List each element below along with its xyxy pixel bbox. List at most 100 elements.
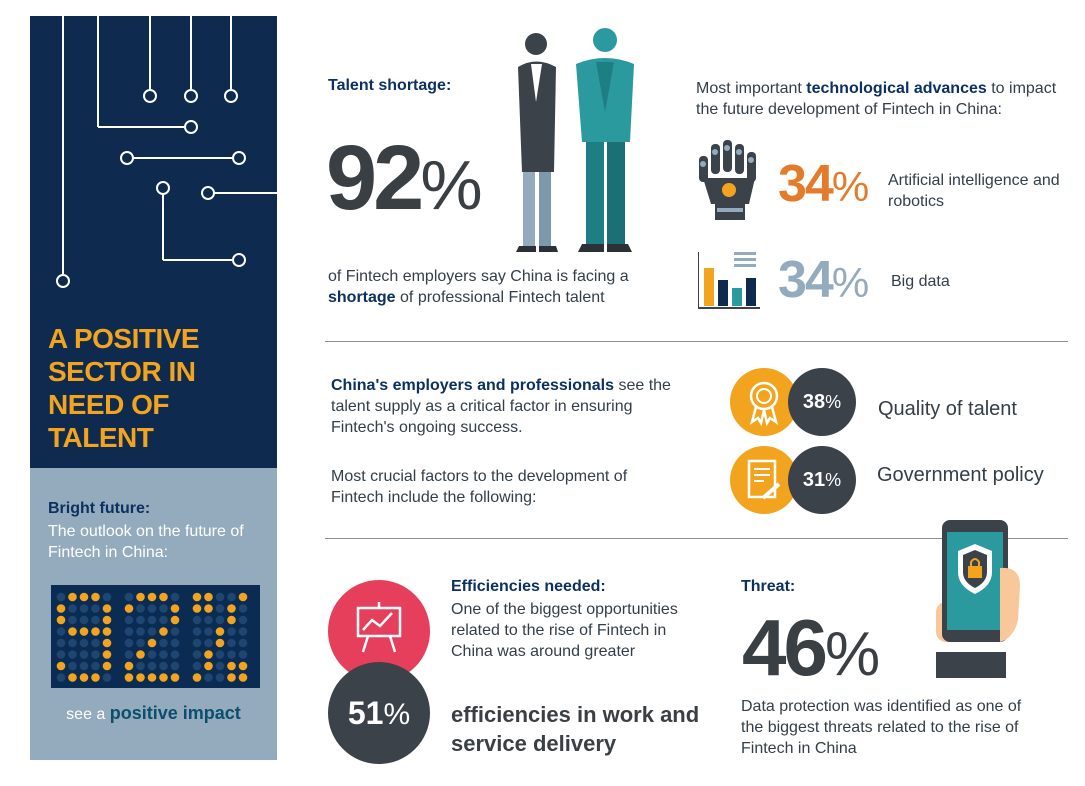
led-dot <box>147 615 157 625</box>
led-dot <box>192 650 202 659</box>
led-display <box>51 585 260 688</box>
tech-intro-before: Most important <box>696 80 802 97</box>
led-dot <box>238 638 248 648</box>
tech-intro-keyword: technological advances <box>806 80 987 97</box>
led-dot <box>68 604 77 613</box>
led-dot <box>79 615 89 625</box>
led-dot <box>192 673 202 682</box>
led-dot <box>124 615 134 625</box>
led-dot <box>159 650 168 659</box>
led-dot <box>136 661 145 671</box>
impact-line: see a positive impact <box>30 703 277 724</box>
led-dot <box>170 661 180 671</box>
led-dot <box>192 627 202 636</box>
section-divider <box>325 341 1068 342</box>
led-dot <box>124 650 134 659</box>
factors-intro: China's employers and professionals see … <box>331 375 691 438</box>
quality-number: 38 <box>802 391 826 413</box>
led-dot <box>204 615 213 625</box>
factors-intro-2: Most crucial factors to the development … <box>331 468 628 506</box>
led-dot <box>204 673 213 682</box>
tech-bigdata-percentage: 34% <box>778 254 869 306</box>
led-dot <box>215 650 225 659</box>
policy-label: Government policy <box>877 464 1044 486</box>
threat-text: Data protection was identified as one of… <box>741 698 1022 757</box>
tech-ai-label: Artificial intelligence and robotics <box>888 172 1060 210</box>
led-dot <box>204 650 213 659</box>
led-dot <box>215 592 225 602</box>
led-dot <box>79 661 89 671</box>
led-dot <box>227 650 236 659</box>
led-dot <box>147 650 157 659</box>
led-dot <box>91 661 100 671</box>
led-dot <box>159 592 168 602</box>
section-divider <box>325 538 1068 539</box>
led-dot <box>147 592 157 602</box>
led-dot <box>147 673 157 682</box>
talent-keyword: shortage <box>328 289 396 306</box>
led-dot <box>136 604 145 613</box>
led-dot <box>91 627 100 636</box>
threat-title: Threat: <box>741 578 796 595</box>
talent-percentage: 92% <box>326 132 483 224</box>
led-dot <box>124 638 134 648</box>
led-dot <box>215 638 225 648</box>
led-dot <box>227 673 236 682</box>
threat-percentage: 46% <box>742 608 880 688</box>
led-dot <box>102 627 112 636</box>
led-dot <box>68 627 77 636</box>
led-dot <box>136 650 145 659</box>
led-dot-matrix <box>56 592 248 682</box>
led-dot <box>204 661 213 671</box>
talent-description: of Fintech employers say China is facing… <box>328 266 658 308</box>
talent-number: 92 <box>326 127 424 229</box>
tech-bigdata-pct-sign: % <box>831 259 870 306</box>
led-dot <box>170 615 180 625</box>
led-dot <box>215 661 225 671</box>
quality-percentage: 38% <box>788 368 856 436</box>
led-dot <box>227 638 236 648</box>
led-dot <box>192 592 202 602</box>
led-dot <box>159 673 168 682</box>
threat-pct-sign: % <box>824 620 881 689</box>
led-dot <box>215 673 225 682</box>
led-dot <box>91 638 100 648</box>
led-dot <box>136 673 145 682</box>
led-dot <box>147 627 157 636</box>
led-dot <box>102 615 112 625</box>
led-dot <box>56 661 66 671</box>
led-dot <box>227 627 236 636</box>
led-dot <box>192 638 202 648</box>
led-dot <box>124 604 134 613</box>
led-dot <box>91 604 100 613</box>
efficiency-percentage: 51% <box>328 662 430 764</box>
led-dot <box>91 592 100 602</box>
led-dot <box>238 673 248 682</box>
led-dot <box>159 627 168 636</box>
tech-bigdata-number: 34 <box>778 251 834 309</box>
efficiency-pct-sign: % <box>383 698 411 731</box>
led-dot <box>56 615 66 625</box>
efficiency-title: Efficiencies needed: <box>451 578 606 595</box>
led-dot <box>170 627 180 636</box>
led-dot <box>159 661 168 671</box>
bright-future-title: Bright future: <box>48 500 151 517</box>
quality-label: Quality of talent <box>878 398 1017 420</box>
led-dot <box>215 615 225 625</box>
led-dot <box>79 638 89 648</box>
led-dot <box>56 650 66 659</box>
led-dot <box>91 650 100 659</box>
tech-bigdata-label: Big data <box>891 273 950 290</box>
circuit-lines-icon <box>56 16 280 288</box>
led-dot <box>102 638 112 648</box>
talent-shortage-label: Talent shortage: <box>328 77 452 94</box>
led-dot <box>238 615 248 625</box>
led-dot <box>170 650 180 659</box>
led-dot <box>170 592 180 602</box>
led-dot <box>124 661 134 671</box>
talent-text-before: of Fintech employers say China is facing… <box>328 268 629 285</box>
led-dot <box>170 673 180 682</box>
efficiency-big-text: efficiencies in work and service deliver… <box>451 702 700 756</box>
tech-ai-percentage: 34% <box>778 158 869 210</box>
led-dot <box>147 638 157 648</box>
